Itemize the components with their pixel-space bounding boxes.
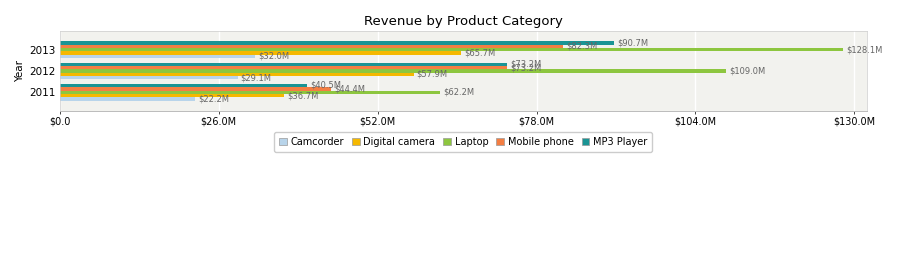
- Text: $40.5M: $40.5M: [310, 81, 341, 90]
- Bar: [59, 91, 440, 94]
- Y-axis label: Year: Year: [15, 60, 25, 82]
- Bar: [59, 48, 842, 51]
- Bar: [59, 97, 195, 100]
- Text: $57.9M: $57.9M: [417, 70, 448, 79]
- Text: $73.2M: $73.2M: [510, 60, 542, 69]
- Text: $22.2M: $22.2M: [199, 95, 230, 103]
- Bar: [59, 84, 307, 87]
- Text: $90.7M: $90.7M: [617, 38, 648, 47]
- Text: $73.2M: $73.2M: [510, 63, 542, 72]
- Text: $65.7M: $65.7M: [464, 48, 496, 57]
- Text: $29.1M: $29.1M: [240, 73, 272, 82]
- Text: $32.0M: $32.0M: [258, 52, 290, 61]
- Text: $44.4M: $44.4M: [334, 84, 365, 93]
- Bar: [59, 51, 462, 55]
- Bar: [59, 62, 508, 66]
- Text: $82.3M: $82.3M: [566, 42, 597, 51]
- Bar: [59, 55, 256, 58]
- Text: $128.1M: $128.1M: [846, 45, 882, 54]
- Bar: [59, 73, 414, 76]
- Bar: [59, 94, 284, 97]
- Bar: [59, 45, 562, 48]
- Bar: [59, 69, 726, 73]
- Bar: [59, 87, 331, 90]
- Text: $36.7M: $36.7M: [287, 91, 319, 100]
- Text: $62.2M: $62.2M: [443, 88, 474, 97]
- Bar: [59, 41, 614, 45]
- Bar: [59, 76, 238, 79]
- X-axis label: Revenue: Revenue: [441, 132, 486, 142]
- Title: Revenue by Product Category: Revenue by Product Category: [364, 15, 562, 28]
- Bar: [59, 66, 508, 69]
- Text: $109.0M: $109.0M: [729, 66, 765, 75]
- Legend: Camcorder, Digital camera, Laptop, Mobile phone, MP3 Player: Camcorder, Digital camera, Laptop, Mobil…: [274, 132, 652, 152]
